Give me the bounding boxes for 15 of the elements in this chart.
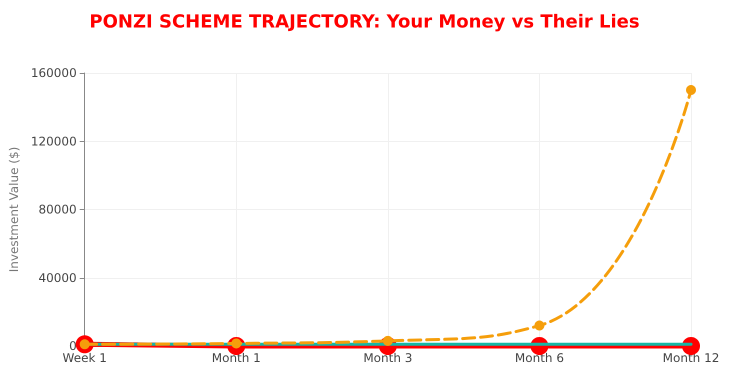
point: [686, 85, 696, 96]
x-tick-label: Month 1: [212, 351, 261, 365]
y-tick-label: 0: [69, 339, 77, 353]
x-tick-label: Month 3: [363, 351, 412, 365]
y-tick-label: 160000: [30, 66, 77, 80]
y-tick-label: 120000: [30, 134, 77, 148]
y-tick-label: 40000: [38, 270, 77, 285]
x-tick-label: Week 1: [62, 351, 107, 365]
x-tick-label: Month 12: [662, 351, 720, 365]
point: [382, 336, 393, 346]
chart-title: PONZI SCHEME TRAJECTORY: Your Money vs Their Lies: [89, 12, 640, 32]
y-axis-title: Investment Value ($): [7, 146, 21, 272]
x-tick-label: Month 6: [514, 351, 564, 365]
y-tick-label: 80000: [38, 202, 77, 216]
point: [534, 320, 544, 331]
